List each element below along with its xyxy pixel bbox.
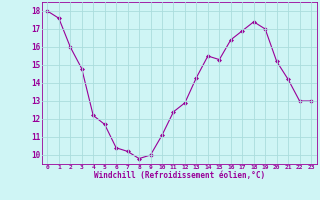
X-axis label: Windchill (Refroidissement éolien,°C): Windchill (Refroidissement éolien,°C) xyxy=(94,171,265,180)
